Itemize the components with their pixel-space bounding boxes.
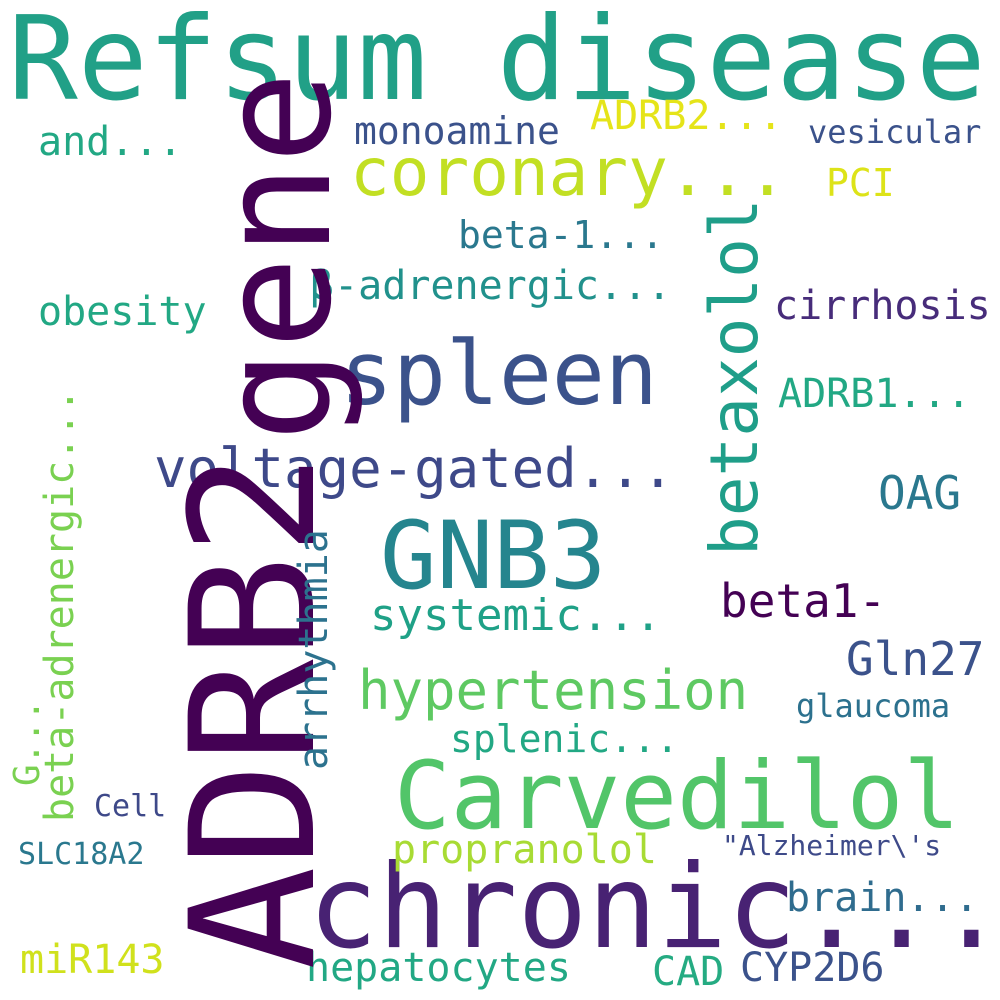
word-carvedilol: Carvedilol bbox=[394, 742, 960, 851]
word-gln27: Gln27 bbox=[846, 632, 985, 686]
word-splenic: splenic... bbox=[450, 717, 679, 761]
word-mir143: miR143 bbox=[20, 937, 165, 983]
word-adrb1: ADRB1... bbox=[778, 371, 971, 417]
word-gene: gene bbox=[187, 71, 366, 442]
word-beta1: beta1- bbox=[720, 574, 887, 628]
word-refsum-disease: Refsum disease bbox=[8, 0, 986, 127]
word-brain: brain... bbox=[786, 875, 979, 921]
word-hypertension: hypertension bbox=[358, 659, 749, 722]
word-monoamine: monoamine bbox=[354, 109, 560, 153]
word-chronic: chronic... bbox=[308, 840, 1000, 975]
word-arrhythmia: arrhythmia bbox=[291, 529, 337, 770]
word-gnb3: GNB3 bbox=[380, 502, 607, 611]
word-adrb2-small: ADRB2... bbox=[590, 93, 783, 139]
word-obesity: obesity bbox=[38, 289, 207, 335]
word-propranolol: propranolol bbox=[392, 827, 657, 873]
word-pci: PCI bbox=[826, 161, 895, 205]
word-g: G... bbox=[7, 699, 48, 786]
word-cad: CAD bbox=[652, 949, 725, 995]
word-cell: Cell bbox=[94, 789, 167, 824]
word-systemic: systemic... bbox=[370, 590, 662, 641]
word-spleen: spleen bbox=[340, 322, 658, 425]
word-beta-1: beta-1... bbox=[458, 213, 664, 257]
word-slc18a2: SLC18A2 bbox=[18, 837, 145, 872]
word-glaucoma: glaucoma bbox=[796, 687, 951, 725]
word-betaxolol: betaxolol bbox=[696, 198, 773, 556]
word-voltage-gated: voltage-gated... bbox=[154, 437, 675, 500]
word-vesicular: vesicular bbox=[808, 113, 982, 151]
word-and: and... bbox=[38, 119, 183, 165]
word-cirrhosis: cirrhosis bbox=[774, 283, 991, 329]
word-oag: OAG bbox=[878, 466, 962, 520]
word-alzheimer: "Alzheimer\'s bbox=[722, 829, 942, 862]
word-hepatocytes: hepatocytes bbox=[306, 945, 571, 991]
word-cyp2d6: CYP2D6 bbox=[740, 945, 885, 991]
word-coronary: coronary... bbox=[350, 134, 788, 211]
word-beta-adrenergic-greek: β-adrenergic... bbox=[310, 263, 672, 309]
